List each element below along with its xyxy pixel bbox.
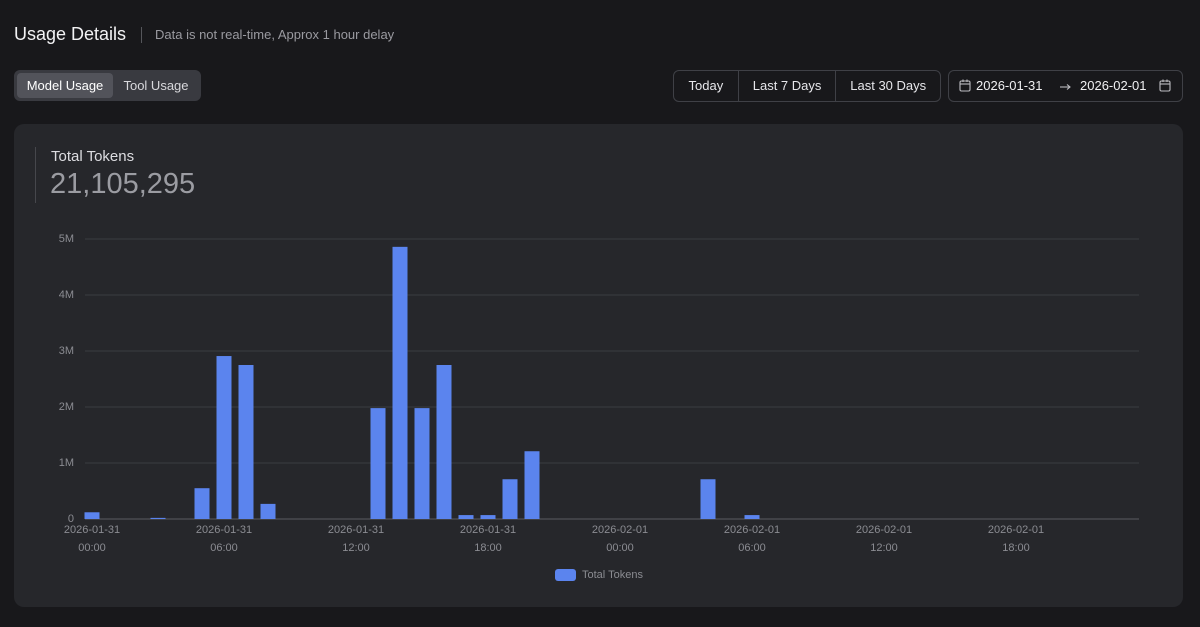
bar bbox=[84, 512, 100, 519]
bar bbox=[370, 408, 386, 519]
x-tick-label: 2026-02-01 18:00 bbox=[987, 524, 1045, 554]
x-tick-label: 2026-02-01 06:00 bbox=[723, 524, 781, 554]
bar bbox=[436, 365, 452, 519]
summary-value: 21,105,295 bbox=[50, 168, 196, 200]
date-picker[interactable]: 2026-01-31 2026-02-01 bbox=[948, 70, 1183, 102]
x-tick-label: 2026-01-31 06:00 bbox=[195, 524, 253, 554]
range-buttons: Today Last 7 Days Last 30 Days bbox=[673, 70, 941, 102]
bar bbox=[150, 517, 166, 519]
summary-bar bbox=[35, 147, 36, 203]
bar bbox=[238, 365, 254, 519]
x-tick-label: 2026-02-01 00:00 bbox=[591, 524, 649, 554]
y-tick-label: 1M bbox=[59, 457, 74, 469]
page-title: Usage Details bbox=[14, 24, 127, 44]
x-tick-label: 2026-01-31 12:00 bbox=[327, 524, 385, 554]
bar bbox=[414, 408, 430, 519]
range-button[interactable]: Last 7 Days bbox=[739, 71, 837, 101]
calendar-icon bbox=[959, 79, 971, 92]
end-date: 2026-02-01 bbox=[1080, 78, 1147, 93]
bar bbox=[524, 451, 540, 519]
range-button[interactable]: Today bbox=[674, 71, 739, 101]
bar bbox=[260, 503, 276, 519]
bar bbox=[744, 515, 760, 519]
x-tick-label: 2026-01-31 18:00 bbox=[459, 524, 517, 554]
bar bbox=[194, 488, 210, 519]
bar bbox=[700, 479, 716, 519]
chart-card bbox=[14, 124, 1183, 607]
delay-note: Data is not real-time, Approx 1 hour del… bbox=[155, 27, 395, 42]
summary-label: Total Tokens bbox=[51, 148, 135, 165]
range-button[interactable]: Last 30 Days bbox=[850, 78, 927, 93]
picker-icons bbox=[959, 79, 1171, 92]
bar bbox=[480, 515, 496, 519]
arrow-icon bbox=[1060, 84, 1071, 90]
x-tick-label: 2026-02-01 12:00 bbox=[855, 524, 913, 554]
legend-swatch bbox=[555, 569, 576, 581]
bar bbox=[392, 246, 408, 519]
y-tick-label: 2M bbox=[59, 401, 74, 413]
legend-label: Total Tokens bbox=[582, 569, 643, 581]
y-tick-label: 5M bbox=[59, 233, 74, 245]
tab[interactable]: Tool Usage bbox=[123, 78, 189, 93]
bar bbox=[216, 356, 232, 519]
bar bbox=[502, 479, 518, 519]
separator bbox=[141, 27, 142, 43]
y-tick-label: 0 bbox=[68, 513, 74, 525]
start-date: 2026-01-31 bbox=[976, 78, 1043, 93]
tab[interactable]: Model Usage bbox=[17, 73, 113, 98]
x-tick-label: 2026-01-31 00:00 bbox=[63, 524, 121, 554]
y-tick-label: 3M bbox=[59, 345, 74, 357]
usage-tabs: Model Usage Tool Usage bbox=[14, 70, 201, 101]
bar bbox=[458, 515, 474, 519]
y-tick-label: 4M bbox=[59, 289, 74, 301]
calendar-icon bbox=[1159, 79, 1171, 92]
